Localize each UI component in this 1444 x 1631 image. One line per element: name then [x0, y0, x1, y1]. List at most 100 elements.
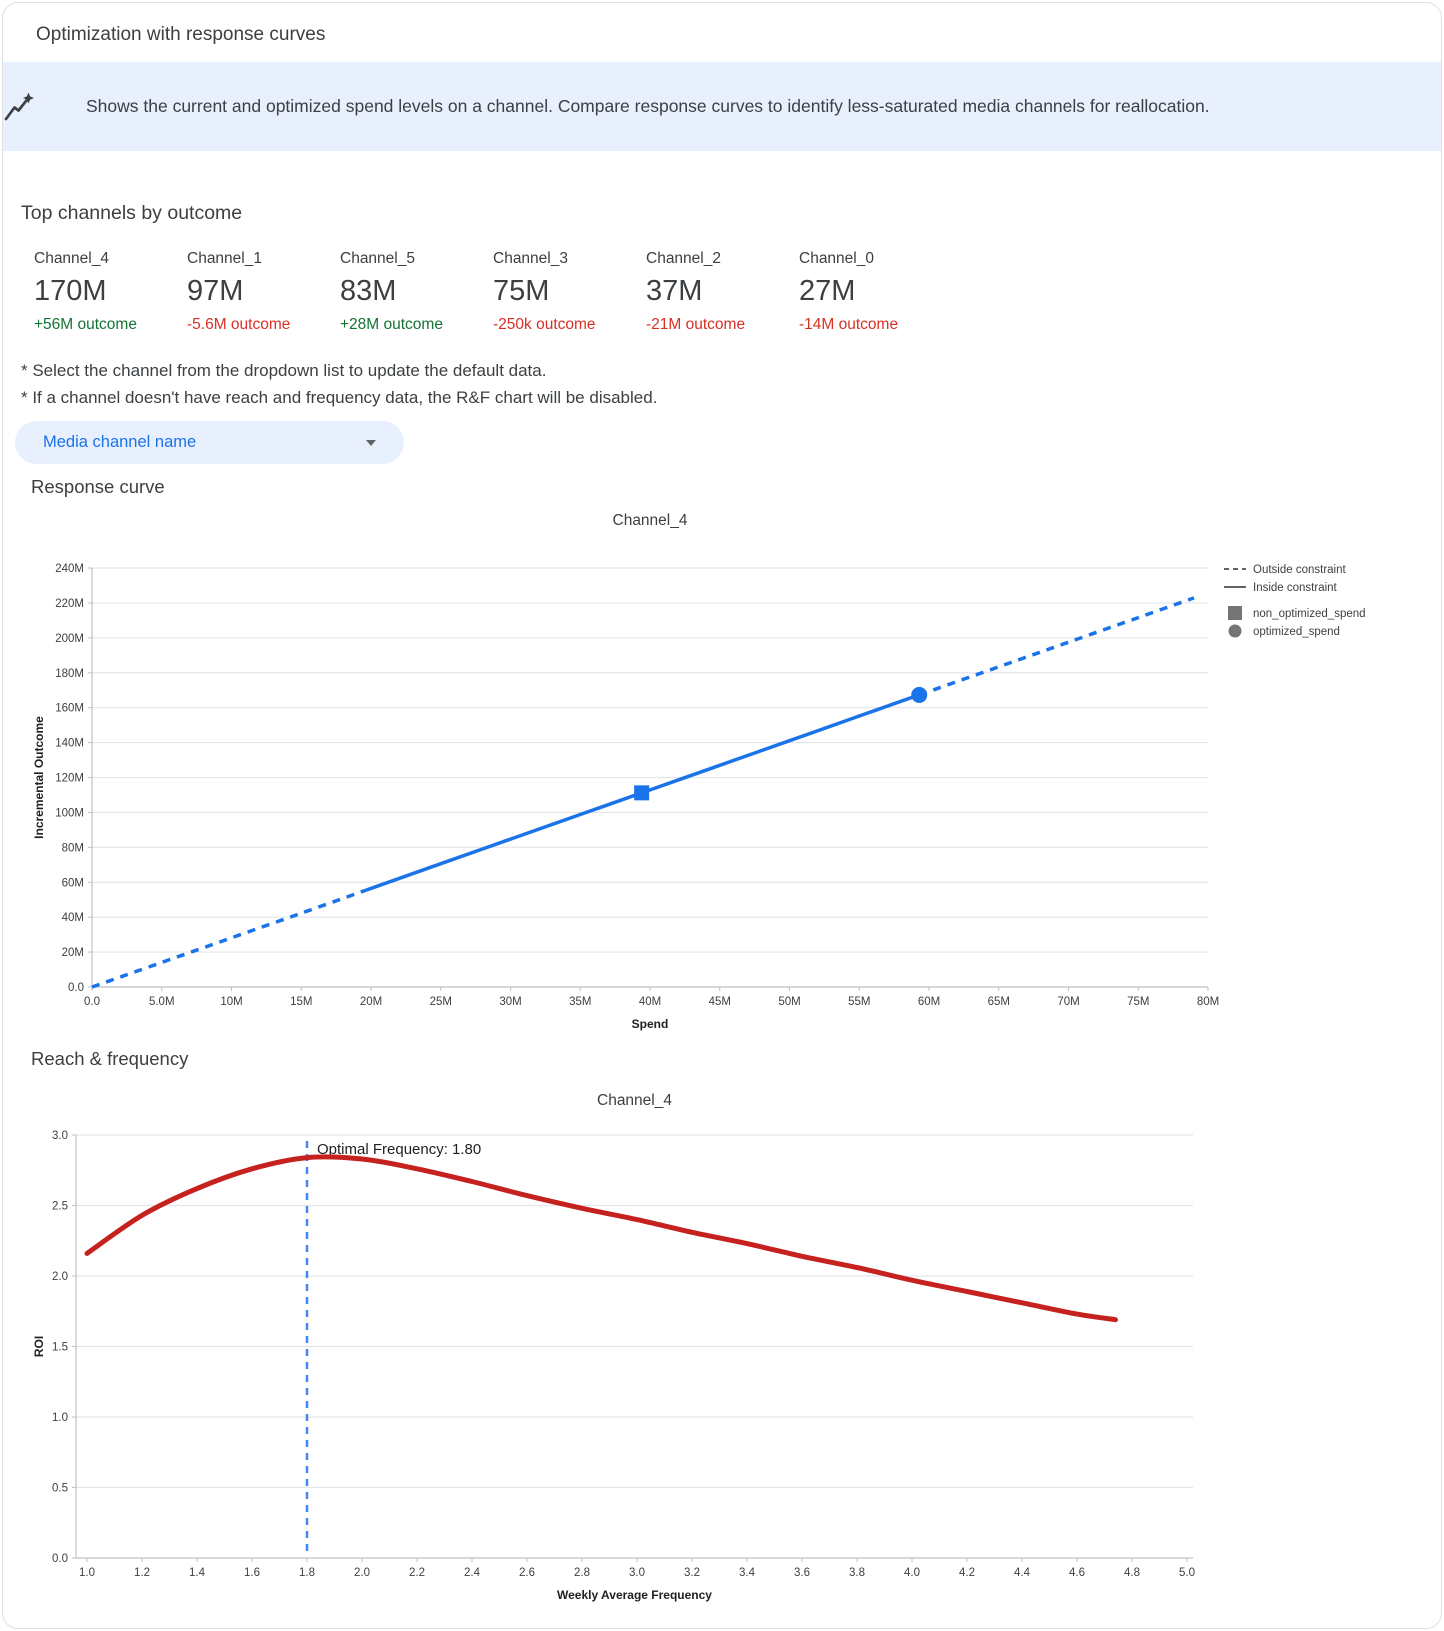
svg-text:1.0: 1.0: [79, 1567, 95, 1579]
svg-text:25M: 25M: [430, 996, 452, 1008]
top-channels-title: Top channels by outcome: [21, 202, 243, 224]
svg-text:4.0: 4.0: [904, 1567, 920, 1579]
svg-text:3.8: 3.8: [849, 1567, 865, 1579]
svg-text:2.0: 2.0: [354, 1567, 370, 1579]
legend-label: Outside constraint: [1253, 564, 1346, 576]
svg-text:40M: 40M: [62, 912, 84, 924]
note-line: * Select the channel from the dropdown l…: [21, 361, 547, 380]
channel-outcome-delta: -5.6M outcome: [187, 316, 291, 333]
svg-text:3.2: 3.2: [684, 1567, 700, 1579]
svg-text:50M: 50M: [778, 996, 800, 1008]
chart-title: Channel_4: [597, 1092, 672, 1109]
svg-text:1.5: 1.5: [52, 1342, 68, 1354]
svg-text:180M: 180M: [55, 668, 84, 680]
svg-text:0.0: 0.0: [84, 996, 100, 1008]
channel-name: Channel_1: [187, 250, 262, 267]
svg-text:80M: 80M: [1197, 996, 1219, 1008]
media-channel-dropdown[interactable]: Media channel name: [15, 421, 404, 464]
svg-text:60M: 60M: [918, 996, 940, 1008]
banner-text: Shows the current and optimized spend le…: [86, 96, 1210, 116]
channel-value: 37M: [646, 275, 703, 307]
svg-text:1.6: 1.6: [244, 1567, 260, 1579]
non_optimized_spend-marker: [634, 785, 650, 801]
response-line-outside-constraint-high: [918, 596, 1195, 697]
reach-frequency-heading: Reach & frequency: [31, 1048, 189, 1069]
roi-frequency-curve: [84, 1154, 1118, 1323]
svg-text:3.4: 3.4: [739, 1567, 756, 1579]
svg-text:120M: 120M: [55, 773, 84, 785]
svg-text:3.0: 3.0: [52, 1130, 68, 1142]
svg-text:60M: 60M: [62, 877, 84, 889]
channel-card: Channel_4 170M +56M outcome: [34, 250, 187, 334]
dropdown-label: Media channel name: [43, 433, 197, 451]
legend-label: optimized_spend: [1253, 626, 1340, 638]
svg-text:2.2: 2.2: [409, 1567, 425, 1579]
svg-text:4.2: 4.2: [959, 1567, 975, 1579]
svg-text:75M: 75M: [1127, 996, 1149, 1008]
note-line: * If a channel doesn't have reach and fr…: [21, 387, 658, 407]
channel-card: Channel_3 75M -250k outcome: [493, 250, 646, 334]
svg-text:70M: 70M: [1057, 996, 1079, 1008]
svg-text:35M: 35M: [569, 996, 591, 1008]
svg-text:10M: 10M: [220, 996, 242, 1008]
x-axis-title: Spend: [632, 1017, 669, 1031]
svg-text:2.0: 2.0: [52, 1271, 68, 1283]
svg-text:5.0: 5.0: [1179, 1567, 1195, 1579]
channel-name: Channel_4: [34, 250, 109, 267]
channel-value: 170M: [34, 275, 107, 307]
svg-text:0.0: 0.0: [68, 982, 84, 994]
svg-text:45M: 45M: [709, 996, 731, 1008]
svg-text:15M: 15M: [290, 996, 312, 1008]
svg-text:2.6: 2.6: [519, 1567, 535, 1579]
top-channels-row: Channel_4 170M +56M outcome Channel_1 97M -5.…: [34, 250, 952, 334]
channel-outcome-delta: -14M outcome: [799, 316, 899, 333]
channel-name: Channel_2: [646, 250, 721, 267]
svg-text:65M: 65M: [988, 996, 1010, 1008]
y-axis-title: ROI: [32, 1336, 46, 1357]
svg-text:2.8: 2.8: [574, 1567, 590, 1579]
chart-title: Channel_4: [613, 512, 688, 529]
channel-card: Channel_1 97M -5.6M outcome: [187, 250, 340, 334]
insights-icon: [4, 91, 72, 123]
svg-text:220M: 220M: [55, 598, 84, 610]
channel-card: Channel_5 83M +28M outcome: [340, 250, 493, 334]
channel-value: 27M: [799, 275, 856, 307]
chart-legend: Outside constraint Inside constraint non_o…: [1224, 564, 1366, 638]
info-banner: Shows the current and optimized spend le…: [3, 62, 1441, 151]
svg-text:2.4: 2.4: [464, 1567, 481, 1579]
svg-text:55M: 55M: [848, 996, 870, 1008]
legend-label: Inside constraint: [1253, 582, 1338, 594]
channel-name: Channel_0: [799, 250, 874, 267]
optimal-frequency-label: Optimal Frequency: 1.80: [317, 1141, 481, 1158]
svg-text:20M: 20M: [360, 996, 382, 1008]
svg-text:80M: 80M: [62, 842, 84, 854]
svg-text:4.6: 4.6: [1069, 1567, 1085, 1579]
channel-value: 75M: [493, 275, 550, 307]
legend-label: non_optimized_spend: [1253, 608, 1366, 620]
svg-text:140M: 140M: [55, 738, 84, 750]
optimized_spend-marker: [911, 686, 928, 703]
svg-text:240M: 240M: [55, 563, 84, 575]
svg-text:200M: 200M: [55, 633, 84, 645]
x-axis-title: Weekly Average Frequency: [557, 1588, 712, 1602]
channel-outcome-delta: -250k outcome: [493, 316, 596, 333]
response-curve-chart: 0.0 20M 40M 60M 80M 100M 120M 140M 160M 180M 200M 2…: [32, 512, 1366, 1031]
page-title: Optimization with response curves: [36, 24, 326, 45]
svg-text:4.8: 4.8: [1124, 1567, 1140, 1579]
channel-name: Channel_5: [340, 250, 415, 267]
svg-text:0.5: 0.5: [52, 1483, 68, 1495]
svg-text:160M: 160M: [55, 703, 84, 715]
svg-text:5.0M: 5.0M: [149, 996, 175, 1008]
svg-text:30M: 30M: [499, 996, 521, 1008]
svg-text:3.0: 3.0: [629, 1567, 645, 1579]
svg-text:1.2: 1.2: [134, 1567, 150, 1579]
response-curve-heading: Response curve: [31, 476, 165, 497]
channel-outcome-delta: +28M outcome: [340, 316, 443, 333]
y-axis-title: Incremental Outcome: [32, 716, 46, 839]
svg-text:40M: 40M: [639, 996, 661, 1008]
svg-text:1.4: 1.4: [189, 1567, 206, 1579]
svg-text:4.4: 4.4: [1014, 1567, 1031, 1579]
channel-outcome-delta: -21M outcome: [646, 316, 746, 333]
